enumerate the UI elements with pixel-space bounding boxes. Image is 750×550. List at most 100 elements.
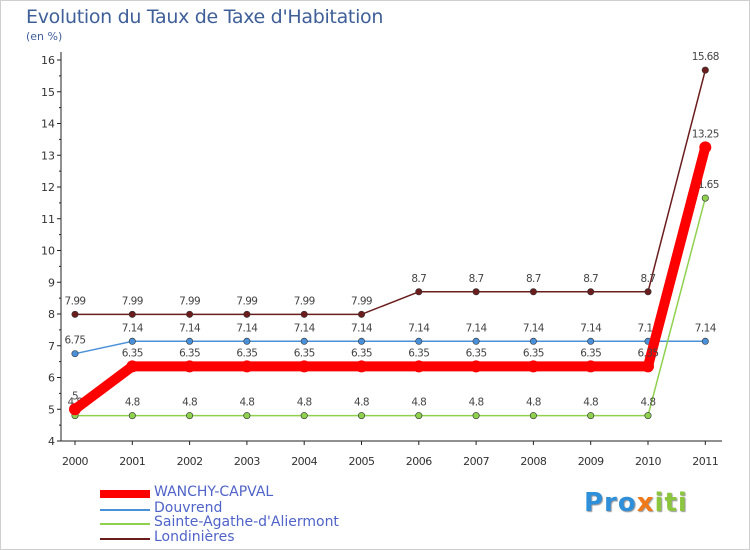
data-point-wanchy-capval xyxy=(584,360,597,373)
data-point-londinieres xyxy=(415,288,423,296)
data-point-douvrend xyxy=(357,337,365,345)
data-label-wanchy-capval: 6.35 xyxy=(466,347,487,359)
data-label-wanchy-capval: 6.35 xyxy=(236,347,257,359)
data-label-douvrend: 7.14 xyxy=(236,322,258,334)
data-label-londinieres: 8.7 xyxy=(641,273,656,285)
y-tick-label: 12 xyxy=(41,181,55,194)
data-label-londinieres: 7.99 xyxy=(294,295,315,307)
data-label-londinieres: 7.99 xyxy=(351,295,372,307)
data-point-douvrend xyxy=(128,337,136,345)
x-tick-label: 2009 xyxy=(578,455,604,468)
data-point-douvrend xyxy=(587,337,595,345)
data-label-wanchy-capval: 6.35 xyxy=(351,347,372,359)
series-line-wanchy-capval xyxy=(70,142,711,415)
data-label-wanchy-capval: 6.35 xyxy=(122,347,143,359)
y-tick-label: 10 xyxy=(41,245,55,258)
data-label-londinieres: 7.99 xyxy=(65,295,86,307)
x-tick-label: 2010 xyxy=(635,455,661,468)
x-tick-label: 2007 xyxy=(463,455,489,468)
data-point-wanchy-capval xyxy=(126,360,139,373)
y-tick-label: 9 xyxy=(48,276,55,289)
data-point-sainte-agathe-d-aliermont xyxy=(472,412,480,420)
data-point-douvrend xyxy=(701,337,709,345)
logo-part-2: x xyxy=(636,488,655,518)
y-tick-label: 8 xyxy=(48,308,55,321)
chart-title: Evolution du Taux de Taxe d'Habitation xyxy=(26,6,384,28)
data-label-douvrend: 7.14 xyxy=(122,322,144,334)
y-tick-label: 5 xyxy=(48,403,55,416)
y-tick-label: 16 xyxy=(41,54,55,67)
data-label-douvrend: 6.75 xyxy=(65,335,86,347)
data-label-douvrend: 7.14 xyxy=(408,322,430,334)
data-label-sainte-agathe-d-aliermont: 4.8 xyxy=(354,397,369,409)
data-point-wanchy-capval xyxy=(412,360,425,373)
logo-part-1: Pro xyxy=(584,488,637,518)
y-tick-label: 11 xyxy=(41,213,55,226)
data-point-douvrend xyxy=(71,350,79,358)
data-label-sainte-agathe-d-aliermont: 4.8 xyxy=(583,397,598,409)
x-tick-label: 2005 xyxy=(349,455,375,468)
data-label-wanchy-capval: 6.35 xyxy=(179,347,200,359)
data-label-douvrend: 7.14 xyxy=(466,322,488,334)
data-point-sainte-agathe-d-aliermont xyxy=(186,412,194,420)
data-label-douvrend: 7.14 xyxy=(294,322,316,334)
data-label-londinieres: 8.7 xyxy=(469,273,484,285)
proxiti-logo: Proxiti xyxy=(584,488,688,518)
data-point-douvrend xyxy=(243,337,251,345)
data-point-wanchy-capval xyxy=(355,360,368,373)
y-tick-label: 15 xyxy=(41,86,55,99)
data-point-sainte-agathe-d-aliermont xyxy=(644,412,652,420)
data-point-wanchy-capval xyxy=(527,360,540,373)
x-tick-label: 2002 xyxy=(177,455,203,468)
data-label-londinieres: 8.7 xyxy=(583,273,598,285)
y-tick-label: 4 xyxy=(48,435,55,448)
data-label-sainte-agathe-d-aliermont: 4.8 xyxy=(182,397,197,409)
data-label-douvrend: 7.14 xyxy=(580,322,602,334)
chart-unit-label: (en %) xyxy=(26,30,63,43)
legend-label-sainte-agathe: Sainte-Agathe-d'Aliermont xyxy=(154,514,339,530)
data-point-wanchy-capval xyxy=(183,360,196,373)
data-label-wanchy-capval: 6.35 xyxy=(523,347,544,359)
data-point-londinieres xyxy=(472,288,480,296)
data-label-sainte-agathe-d-aliermont: 4.8 xyxy=(297,397,312,409)
data-label-douvrend: 7.14 xyxy=(695,322,717,334)
data-label-wanchy-capval: 6.35 xyxy=(638,347,659,359)
data-label-sainte-agathe-d-aliermont: 4.8 xyxy=(526,397,541,409)
data-point-wanchy-capval xyxy=(240,360,253,373)
legend-swatch-sainte-agathe xyxy=(100,523,150,525)
data-point-douvrend xyxy=(529,337,537,345)
data-point-sainte-agathe-d-aliermont xyxy=(357,412,365,420)
data-point-londinieres xyxy=(186,310,194,318)
y-tick-label: 7 xyxy=(48,340,55,353)
x-tick-label: 2008 xyxy=(520,455,546,468)
data-label-wanchy-capval: 6.35 xyxy=(408,347,429,359)
legend-swatch-londinieres xyxy=(100,538,150,540)
data-point-wanchy-capval xyxy=(470,360,483,373)
data-point-douvrend xyxy=(472,337,480,345)
data-point-sainte-agathe-d-aliermont xyxy=(587,412,595,420)
data-point-sainte-agathe-d-aliermont xyxy=(701,194,709,202)
x-tick-label: 2006 xyxy=(406,455,432,468)
legend-swatch-wanchy-capval xyxy=(100,490,150,498)
data-point-londinieres xyxy=(644,288,652,296)
data-label-wanchy-capval: 5 xyxy=(72,390,78,402)
series-line-douvrend xyxy=(74,340,707,355)
series-line-londinieres xyxy=(74,69,707,316)
data-label-londinieres: 7.99 xyxy=(236,295,257,307)
legend-swatch-douvrend xyxy=(100,509,150,511)
data-point-douvrend xyxy=(300,337,308,345)
y-tick-label: 13 xyxy=(41,149,55,162)
data-label-sainte-agathe-d-aliermont: 4.8 xyxy=(411,397,426,409)
data-label-douvrend: 7.14 xyxy=(351,322,373,334)
data-point-sainte-agathe-d-aliermont xyxy=(128,412,136,420)
data-label-sainte-agathe-d-aliermont: 4.8 xyxy=(641,397,656,409)
y-tick-label: 14 xyxy=(41,118,55,131)
data-label-douvrend: 7.14 xyxy=(179,322,201,334)
data-point-londinieres xyxy=(357,310,365,318)
legend-label-douvrend: Douvrend xyxy=(154,500,223,516)
data-point-sainte-agathe-d-aliermont xyxy=(415,412,423,420)
logo-part-3: iti xyxy=(654,488,688,518)
data-point-londinieres xyxy=(587,288,595,296)
x-tick-label: 2011 xyxy=(692,455,718,468)
